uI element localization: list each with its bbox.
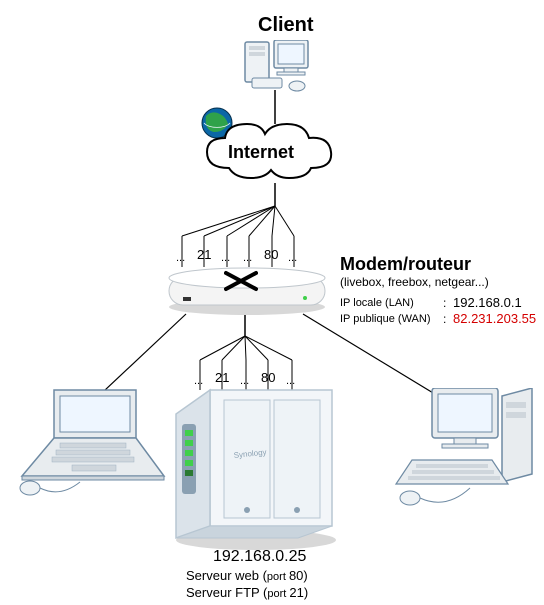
modem-title: Modem/routeur	[340, 254, 471, 275]
ip-publique-colon: :	[443, 312, 446, 326]
blocked-cross-icon	[224, 270, 258, 297]
ip-locale-value: 192.168.0.1	[453, 295, 522, 310]
port-bot-3: ...	[240, 375, 249, 387]
modem-subtitle: (livebox, freebox, netgear...)	[340, 275, 489, 289]
port-top-4: ...	[243, 252, 252, 264]
ip-publique-label: IP publique (WAN)	[340, 313, 430, 325]
diagram-stage: Client Internet ... 21 ... .	[0, 0, 544, 605]
port-top-21: 21	[197, 247, 211, 262]
internet-label: Internet	[228, 142, 294, 163]
serveur-ftp-portnum: 21)	[289, 585, 308, 600]
ip-locale-colon: :	[443, 296, 446, 310]
port-bot-1: ...	[194, 375, 203, 387]
desktop-pc-icon	[392, 388, 540, 519]
ip-locale-label: IP locale (LAN)	[340, 297, 414, 309]
serveur-web-portnum: 80)	[289, 568, 308, 583]
serveur-ftp-line: Serveur FTP (port 21)	[186, 585, 308, 600]
serveur-web-prefix: Serveur web (	[186, 568, 267, 583]
port-bot-21: 21	[215, 370, 229, 385]
port-bot-80: 80	[261, 370, 275, 385]
serveur-web-line: Serveur web (port 80)	[186, 568, 308, 583]
port-top-3: ...	[221, 252, 230, 264]
nas-ip: 192.168.0.25	[213, 548, 306, 566]
client-pc-icon	[239, 40, 313, 99]
laptop-icon	[18, 388, 168, 503]
serveur-ftp-prefix: Serveur FTP (	[186, 585, 267, 600]
serveur-web-port-word: port	[267, 571, 289, 583]
port-top-1: ...	[176, 252, 185, 264]
port-bot-5: ...	[286, 375, 295, 387]
nas-icon: Synology	[170, 388, 348, 557]
port-top-80: 80	[264, 247, 278, 262]
ip-publique-value: 82.231.203.55	[453, 311, 536, 326]
serveur-ftp-port-word: port	[267, 588, 289, 600]
client-label: Client	[258, 14, 314, 37]
port-top-6: ...	[288, 252, 297, 264]
